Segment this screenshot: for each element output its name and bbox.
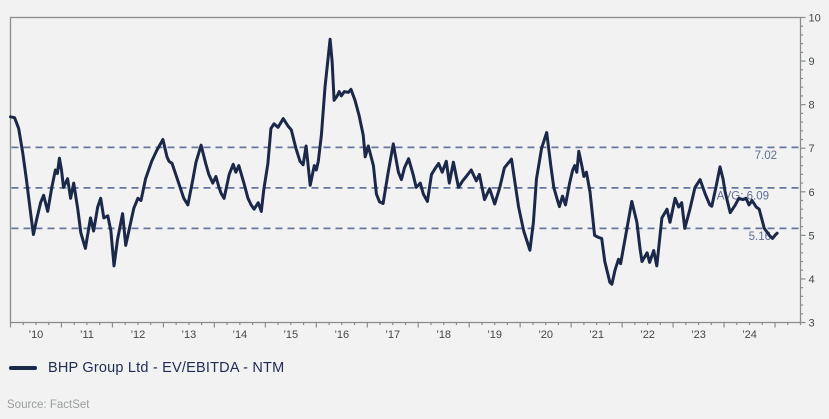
y-tick-label: 3 bbox=[809, 318, 815, 330]
x-tick-label: ’14 bbox=[233, 329, 248, 341]
y-tick-label: 9 bbox=[809, 56, 815, 68]
y-tick-label: 7 bbox=[809, 143, 815, 155]
x-tick-label: ’22 bbox=[640, 329, 655, 341]
y-tick-label: 5 bbox=[809, 230, 815, 242]
y-tick-label: 4 bbox=[809, 274, 815, 286]
reference-lines: 7.02 AVG: 6.09 5.16 bbox=[11, 146, 800, 243]
reference-line-label: 7.02 bbox=[755, 150, 777, 162]
legend: BHP Group Ltd - EV/EBITDA - NTM bbox=[9, 360, 284, 376]
plot-border bbox=[9, 16, 802, 324]
y-tick-label: 10 bbox=[809, 13, 821, 25]
x-tick-label: ’10 bbox=[29, 329, 44, 341]
y-tick-label: 6 bbox=[809, 187, 815, 199]
x-tick-label: ’12 bbox=[131, 329, 146, 341]
x-tick-label: ’16 bbox=[334, 329, 349, 341]
x-tick-label: ’13 bbox=[182, 329, 197, 341]
y-axis: 3 4 5 6 7 8 9 10 bbox=[800, 13, 821, 330]
y-tick-label: 8 bbox=[809, 100, 815, 112]
source-attribution: Source: FactSet bbox=[7, 399, 90, 411]
x-tick-label: ’19 bbox=[487, 329, 502, 341]
legend-line-swatch bbox=[9, 366, 37, 370]
x-tick-label: ’23 bbox=[691, 329, 706, 341]
legend-label: BHP Group Ltd - EV/EBITDA - NTM bbox=[48, 360, 285, 376]
x-tick-label: ’17 bbox=[385, 329, 400, 341]
x-tick-label: ’18 bbox=[436, 329, 451, 341]
reference-line-label: AVG: 6.09 bbox=[717, 190, 769, 202]
x-tick-label: ’11 bbox=[80, 329, 94, 341]
x-tick-label: ’15 bbox=[283, 329, 298, 341]
x-tick-label: ’20 bbox=[538, 329, 553, 341]
x-axis: ’10 ’11 ’12 ’13 ’14 ’15 ’16 ’17 ’18 ’19 ’20 ’21 ’22 ’… bbox=[9, 322, 802, 341]
series-line bbox=[9, 37, 779, 286]
x-tick-label: ’24 bbox=[742, 329, 757, 341]
x-tick-label: ’21 bbox=[589, 329, 604, 341]
reference-line-label: 5.16 bbox=[749, 231, 771, 243]
